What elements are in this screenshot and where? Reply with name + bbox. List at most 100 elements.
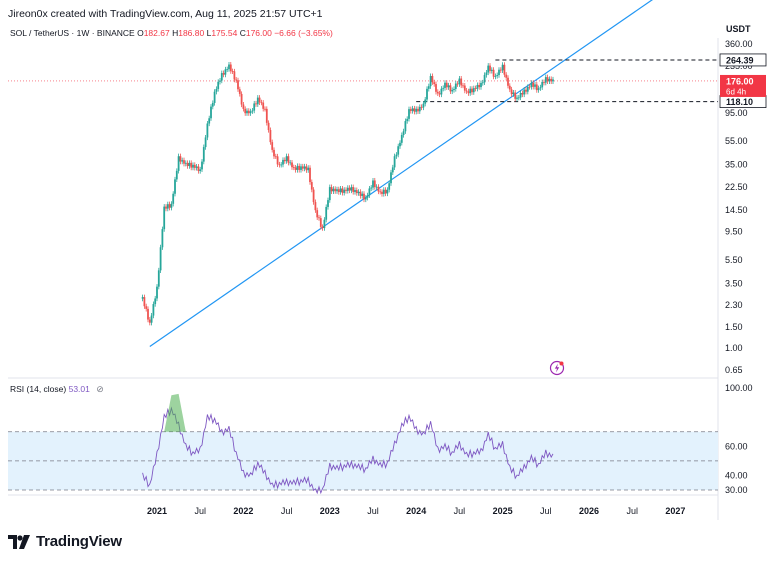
x-tick-label: Jul	[540, 506, 552, 516]
candle-body	[310, 182, 313, 190]
y-tick-label: 1.00	[725, 343, 743, 353]
candle-body	[224, 69, 227, 75]
visibility-icon[interactable]: ⊘	[96, 384, 104, 394]
axis-unit-label: USDT	[726, 24, 751, 34]
candle-body	[291, 162, 293, 168]
candle-body	[201, 161, 203, 170]
candle-body	[363, 193, 365, 200]
candle-body	[337, 189, 340, 193]
candle-body	[436, 91, 439, 94]
candle-body	[265, 108, 268, 123]
candle-body	[280, 164, 283, 166]
candle-body	[343, 189, 346, 193]
candle-body	[463, 85, 466, 91]
candle-body	[487, 65, 490, 73]
candle-body	[328, 187, 331, 201]
candle-body	[208, 118, 211, 124]
candle-body	[235, 79, 238, 81]
candle-body	[170, 203, 173, 208]
y-tick-label: 9.50	[725, 227, 743, 237]
candle-body	[372, 180, 374, 188]
candle-body	[334, 188, 337, 192]
candle-body	[237, 80, 239, 90]
candle-body	[514, 92, 517, 99]
candle-body	[258, 97, 261, 103]
y-tick-label: 0.65	[725, 365, 743, 375]
candle-body	[183, 160, 185, 164]
candle-body	[285, 156, 288, 162]
candle-body	[199, 169, 202, 172]
candle-body	[429, 75, 432, 87]
candle-body	[408, 109, 410, 119]
candle-body	[480, 83, 482, 88]
candle-body	[508, 85, 511, 90]
candle-body	[352, 187, 355, 192]
candle-body	[246, 110, 248, 114]
candle-body	[411, 108, 414, 111]
tradingview-logo-icon	[8, 534, 30, 549]
last-price-badge	[720, 74, 766, 97]
rsi-tick-label: 30.00	[725, 485, 748, 495]
candle-body	[382, 189, 385, 194]
candle-body	[404, 121, 407, 132]
candle-body	[541, 82, 544, 88]
candle-body	[166, 204, 169, 209]
candle-body	[202, 147, 205, 162]
candle-body	[312, 189, 315, 203]
candle-body	[501, 64, 504, 71]
candle-body	[544, 77, 547, 83]
candle-body	[494, 75, 497, 77]
candle-body	[177, 156, 180, 171]
x-tick-label: 2022	[233, 506, 253, 516]
candle-body	[424, 99, 427, 104]
candle-body	[395, 154, 398, 157]
symbol-name: SOL / TetherUS · 1W · BINANCE	[10, 28, 135, 38]
candle-body	[222, 73, 225, 75]
candle-body	[485, 72, 488, 75]
candle-body	[240, 93, 243, 105]
candle-body	[537, 88, 540, 91]
candle-body	[282, 159, 284, 165]
y-tick-label: 14.50	[725, 205, 748, 215]
candle-body	[269, 130, 272, 143]
candle-body	[321, 226, 324, 229]
candle-body	[449, 85, 452, 92]
candle-body	[462, 85, 464, 87]
candle-body	[330, 187, 333, 192]
candle-body	[339, 188, 342, 193]
candle-body	[397, 146, 400, 155]
candle-body	[165, 206, 167, 209]
rsi-tick-label: 60.00	[725, 441, 748, 451]
x-tick-label: Jul	[454, 506, 466, 516]
candle-body	[454, 83, 457, 89]
candle-body	[519, 93, 522, 98]
candle-body	[247, 110, 250, 114]
candle-body	[440, 88, 443, 95]
candle-body	[386, 189, 389, 194]
candle-body	[314, 202, 317, 211]
candle-body	[415, 108, 418, 112]
candle-body	[174, 179, 176, 194]
level-badge	[719, 53, 767, 67]
candle-body	[420, 106, 423, 108]
candle-body	[445, 82, 448, 88]
lightning-icon[interactable]	[549, 360, 565, 376]
x-tick-label: 2025	[493, 506, 513, 516]
candle-body	[271, 142, 274, 150]
candle-body	[393, 156, 396, 168]
candle-body	[517, 97, 520, 99]
candle-body	[292, 167, 295, 168]
rsi-tick-label: 40.00	[725, 470, 748, 480]
candle-body	[384, 189, 387, 194]
candle-body	[267, 122, 270, 131]
candle-body	[399, 142, 401, 147]
candle-body	[156, 286, 158, 299]
candle-body	[150, 315, 153, 323]
candle-body	[499, 69, 502, 71]
rsi-title: RSI (14, close)	[10, 384, 67, 394]
candle-body	[505, 74, 508, 78]
low-label: L	[206, 28, 212, 38]
high-label: H	[172, 28, 179, 38]
rsi-tick-label: 100.00	[725, 383, 753, 393]
